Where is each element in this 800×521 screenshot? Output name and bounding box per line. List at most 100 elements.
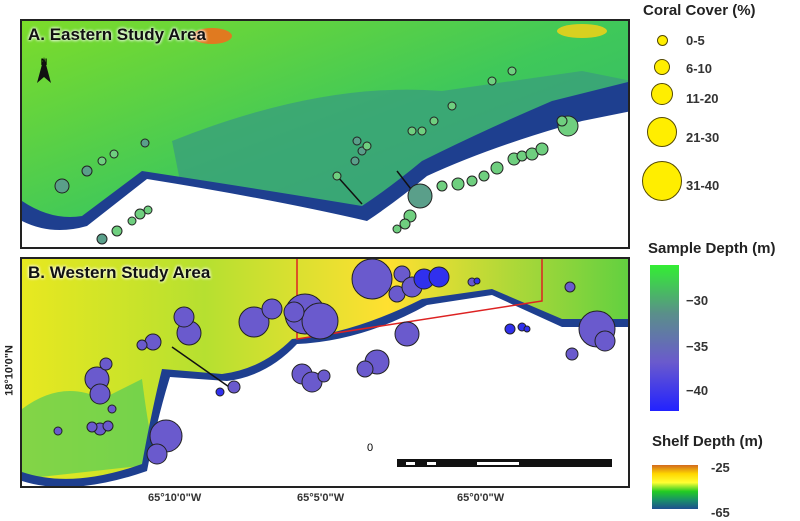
sample-site-marker	[594, 330, 616, 352]
sample-site-marker	[556, 115, 568, 127]
sample-site-marker	[143, 205, 153, 215]
sample-site-marker	[564, 281, 576, 293]
sample-site-marker	[102, 420, 114, 432]
deep-shelf-area	[172, 71, 628, 214]
open-ocean	[22, 111, 628, 247]
sample-depth-colorbar	[650, 265, 679, 411]
sample-site-marker	[466, 175, 478, 187]
panel-b-title: B. Western Study Area	[28, 263, 211, 282]
sample-site-marker	[53, 426, 63, 436]
sample-site-marker	[490, 161, 504, 175]
sample-site-marker	[451, 177, 465, 191]
sample-depth-tick: −35	[686, 339, 709, 354]
transect-line	[171, 346, 233, 390]
western-map	[22, 259, 628, 486]
sample-site-marker	[283, 301, 305, 323]
coral-cover-symbol	[647, 117, 677, 147]
sample-site-marker	[392, 224, 402, 234]
eastern-study-area-panel: A. Eastern Study Area N	[20, 19, 630, 249]
sample-site-marker	[227, 380, 241, 394]
sample-site-marker	[109, 149, 119, 159]
sample-site-marker	[261, 298, 283, 320]
sample-site-marker	[301, 302, 339, 340]
coral-cover-legend-title: Coral Cover (%)	[643, 2, 756, 19]
sample-site-marker	[81, 165, 93, 177]
sample-site-marker	[362, 141, 372, 151]
sample-site-marker	[238, 306, 270, 338]
sample-site-marker	[144, 333, 162, 351]
site-markers	[53, 259, 616, 465]
sample-site-marker	[356, 360, 374, 378]
sample-site-marker	[136, 339, 148, 351]
sample-site-marker	[487, 76, 497, 86]
coral-cover-label: 0-5	[686, 33, 705, 48]
shelf-depth-max: -25	[711, 460, 730, 475]
panel-a-title: A. Eastern Study Area	[28, 25, 206, 44]
sample-site-marker	[134, 208, 146, 220]
shelf-depth-colorbar	[652, 465, 698, 509]
sample-site-marker	[215, 387, 225, 397]
sample-site-marker	[394, 321, 420, 347]
coral-cover-label: 6-10	[686, 61, 713, 76]
sample-depth-legend-title: Sample Depth (m)	[648, 240, 776, 257]
sample-site-marker	[407, 183, 433, 209]
north-arrow-icon: N	[36, 57, 52, 97]
coral-cover-symbol	[654, 59, 670, 75]
sample-site-marker	[350, 156, 360, 166]
coral-cover-label: 21-30	[686, 130, 720, 145]
sample-site-marker	[140, 138, 150, 148]
sample-site-marker	[317, 369, 331, 383]
sample-site-marker	[523, 325, 531, 333]
sample-site-marker	[86, 421, 98, 433]
sample-site-marker	[332, 171, 342, 181]
shallow-bank	[192, 28, 232, 44]
sample-site-marker	[428, 266, 450, 288]
sample-site-marker	[99, 357, 113, 371]
sample-site-marker	[535, 142, 549, 156]
scale-bar-zero: 0	[367, 442, 374, 454]
x-tick: 65°10'0"W	[148, 492, 202, 504]
shallow-bank	[557, 24, 607, 38]
sample-site-marker	[507, 66, 517, 76]
western-study-area-panel: B. Western Study Area 0	[20, 257, 630, 488]
sample-site-marker	[399, 218, 411, 230]
shelf-depth-min: -65	[711, 505, 730, 520]
shelf-depth-legend-title: Shelf Depth (m)	[652, 433, 763, 450]
sample-site-marker	[173, 306, 195, 328]
sample-site-marker	[96, 233, 108, 245]
sample-site-marker	[516, 150, 528, 162]
sample-site-marker	[473, 277, 481, 285]
sample-site-marker	[393, 265, 411, 283]
site-markers	[54, 66, 579, 245]
x-tick: 65°5'0"W	[297, 492, 345, 504]
coral-cover-label: 31-40	[686, 178, 720, 193]
sample-site-marker	[107, 404, 117, 414]
coral-cover-symbol	[642, 161, 682, 201]
sample-site-marker	[436, 180, 448, 192]
sample-site-marker	[447, 101, 457, 111]
transect-line	[336, 175, 363, 205]
sample-depth-tick: −30	[686, 293, 709, 308]
sample-site-marker	[111, 225, 123, 237]
sample-site-marker	[417, 126, 427, 136]
coral-cover-symbol	[651, 83, 673, 105]
sample-site-marker	[429, 116, 439, 126]
sample-site-marker	[504, 323, 516, 335]
coral-cover-symbol	[657, 35, 668, 46]
eastern-map	[22, 21, 628, 247]
y-tick: 18°10'0"N	[3, 345, 16, 396]
sample-site-marker	[565, 347, 579, 361]
sample-site-marker	[478, 170, 490, 182]
sample-site-marker	[351, 259, 393, 300]
sample-site-marker	[146, 443, 168, 465]
sample-site-marker	[89, 383, 111, 405]
sample-site-marker	[407, 126, 417, 136]
sample-site-marker	[97, 156, 107, 166]
sample-site-marker	[127, 216, 137, 226]
sample-depth-tick: −40	[686, 383, 709, 398]
x-tick: 65°0'0"W	[457, 492, 505, 504]
sample-site-marker	[352, 136, 362, 146]
coral-cover-label: 11-20	[686, 91, 719, 106]
sample-site-marker	[54, 178, 70, 194]
